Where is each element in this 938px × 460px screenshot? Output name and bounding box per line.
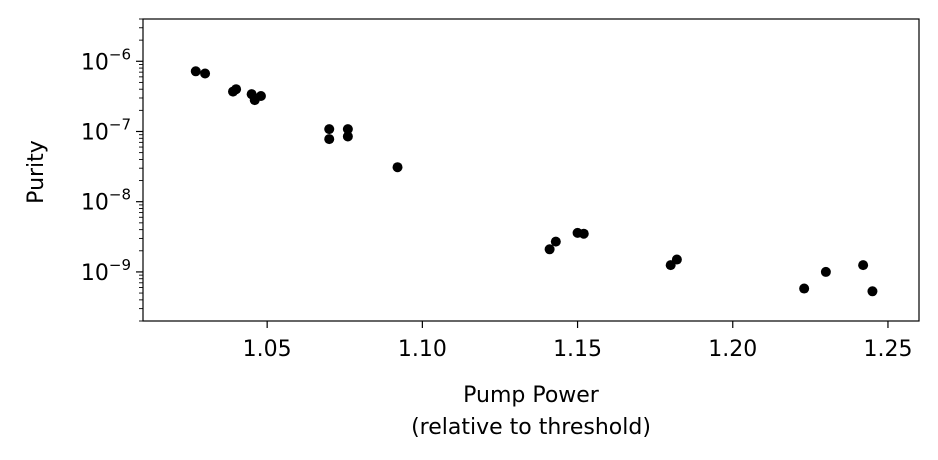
x-tick-label: 1.10 [398,337,447,362]
data-point [200,68,211,79]
data-point [342,124,353,135]
data-point [231,84,242,95]
y-axis-label: Purity [24,140,49,204]
data-point [820,266,831,277]
y-tick-label: 10−6 [81,45,131,75]
x-tick-label: 1.20 [708,337,757,362]
y-tick-label: 10−7 [81,115,131,145]
data-point [255,91,266,102]
data-point [671,254,682,265]
data-points [190,66,878,297]
data-point [550,236,561,247]
data-point [190,66,201,77]
data-point [544,244,555,255]
x-axis-label-line1: Pump Power [463,383,600,408]
y-tick-label: 10−8 [81,186,131,216]
data-point [392,162,403,173]
data-point [867,286,878,297]
data-point [578,228,589,239]
y-tick-label: 10−9 [81,256,131,286]
x-tick-label: 1.15 [553,337,602,362]
x-tick-label: 1.05 [243,337,292,362]
data-point [324,134,335,145]
x-axis-label-line2: (relative to threshold) [411,415,651,440]
data-point [799,283,810,294]
tick-labels: 1.05 1.10 1.15 1.20 1.25 10−9 10−8 10−7 10−6 [81,45,913,362]
major-ticks [136,60,889,328]
plot-frame [142,18,920,322]
x-tick-label: 1.25 [863,337,912,362]
data-point [324,124,335,135]
y-minor-ticks [139,18,143,322]
data-point [858,260,869,271]
data-point [342,131,353,142]
